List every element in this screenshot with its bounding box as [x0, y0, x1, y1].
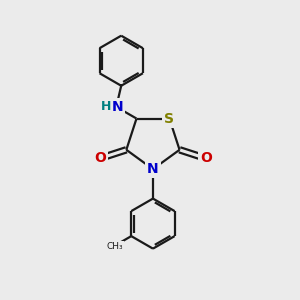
Text: N: N — [112, 100, 123, 115]
Text: S: S — [164, 112, 174, 125]
Text: H: H — [101, 100, 111, 112]
Text: N: N — [147, 162, 159, 176]
Text: O: O — [94, 152, 106, 166]
Text: O: O — [200, 152, 212, 166]
Text: CH₃: CH₃ — [106, 242, 123, 251]
